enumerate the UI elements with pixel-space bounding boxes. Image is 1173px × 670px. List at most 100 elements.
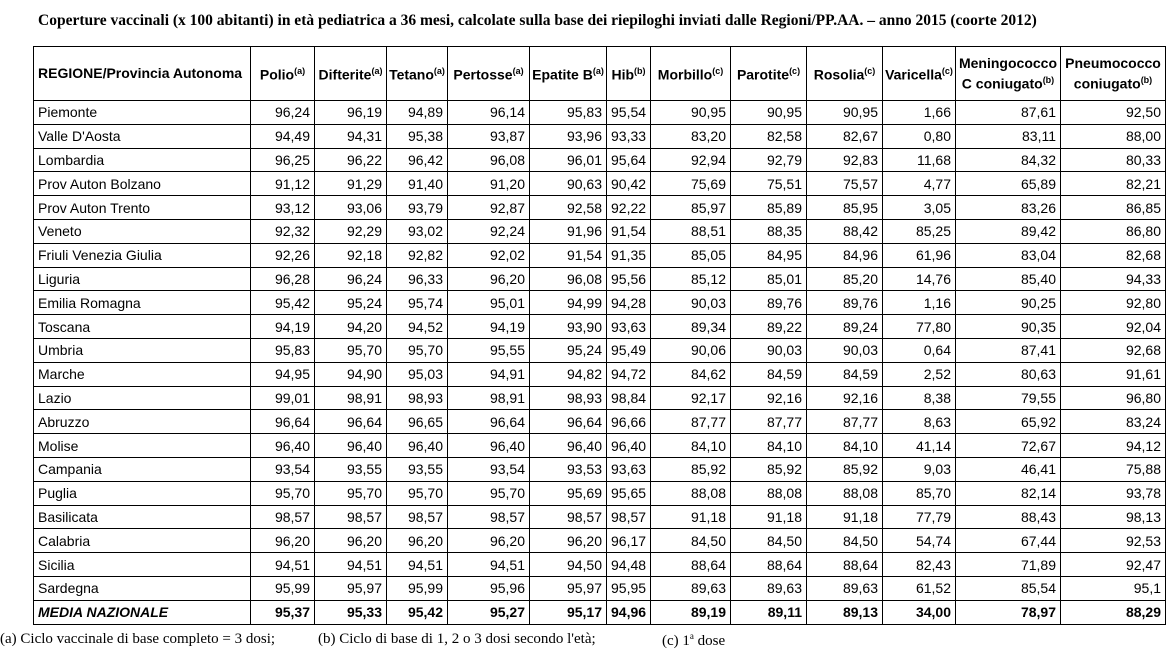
coverage-value: 98,57 bbox=[386, 504, 448, 530]
coverage-value: 85,92 bbox=[730, 456, 807, 482]
coverage-value: 91,54 bbox=[529, 242, 607, 268]
coverage-value: 8,63 bbox=[882, 409, 956, 435]
coverage-value: 92,87 bbox=[447, 195, 530, 220]
coverage-value: 94,51 bbox=[314, 552, 387, 577]
coverage-value: 92,26 bbox=[250, 242, 315, 268]
coverage-value: 94,91 bbox=[447, 361, 530, 387]
coverage-value: 86,80 bbox=[1060, 218, 1166, 244]
column-label: Parotite bbox=[736, 66, 790, 83]
coverage-value: 96,64 bbox=[529, 409, 607, 435]
coverage-value: 94,31 bbox=[314, 123, 387, 149]
column-header: Morbillo(c) bbox=[650, 46, 731, 101]
footnote-text: (b) Ciclo di base di 1, 2 o 3 dosi secon… bbox=[318, 631, 596, 647]
coverage-value: 9,03 bbox=[882, 456, 956, 482]
coverage-value: 92,94 bbox=[650, 147, 731, 173]
coverage-value: 94,99 bbox=[529, 290, 607, 316]
coverage-value: 92,83 bbox=[806, 147, 883, 173]
coverage-value: 96,20 bbox=[250, 528, 315, 554]
coverage-value: 4,77 bbox=[882, 171, 956, 197]
average-label: MEDIA NAZIONALE bbox=[33, 599, 251, 625]
coverage-value: 94,19 bbox=[250, 314, 315, 339]
table-row: Calabria 96,20 96,20 96,20 96,20 96,20 96,17 84… bbox=[33, 528, 1166, 554]
coverage-value: 85,40 bbox=[955, 266, 1061, 292]
column-label: Meningococco C coniugato bbox=[958, 54, 1057, 92]
coverage-value: 95,55 bbox=[447, 337, 530, 363]
region-name: Calabria bbox=[33, 528, 251, 554]
header-row: REGIONE/Provincia Autonoma Polio(a) Difter… bbox=[33, 46, 1166, 101]
coverage-value: 61,52 bbox=[882, 575, 956, 601]
coverage-value: 75,69 bbox=[650, 171, 731, 197]
coverage-value: 96,65 bbox=[386, 409, 448, 435]
coverage-value: 92,47 bbox=[1060, 552, 1166, 577]
coverage-value: 91,96 bbox=[529, 218, 607, 244]
coverage-value: 92,79 bbox=[730, 147, 807, 173]
table-row: Campania 93,54 93,55 93,55 93,54 93,53 93,63 85… bbox=[33, 456, 1166, 482]
region-name: Liguria bbox=[33, 266, 251, 292]
table-row: Sardegna 95,99 95,97 95,99 95,96 95,97 95,95 89… bbox=[33, 575, 1166, 601]
coverage-value: 95,54 bbox=[606, 100, 651, 125]
coverage-value: 84,95 bbox=[730, 242, 807, 268]
coverage-value: 90,95 bbox=[650, 100, 731, 125]
table-row: Friuli Venezia Giulia 92,26 92,18 92,82 92,0… bbox=[33, 242, 1166, 268]
coverage-value: 92,16 bbox=[730, 385, 807, 411]
coverage-value: 93,12 bbox=[250, 195, 315, 220]
region-name: Basilicata bbox=[33, 504, 251, 530]
column-label: Pertosse bbox=[453, 66, 513, 83]
column-label: Rosolia bbox=[813, 66, 865, 83]
column-header: Pertosse(a) bbox=[447, 46, 530, 101]
coverage-value: 98,91 bbox=[447, 385, 530, 411]
region-name: Sardegna bbox=[33, 575, 251, 601]
table-row: Valle D'Aosta 94,49 94,31 95,38 93,87 93,96 93… bbox=[33, 123, 1166, 149]
coverage-value: 89,34 bbox=[650, 314, 731, 339]
average-value: 95,33 bbox=[314, 599, 387, 625]
coverage-value: 87,77 bbox=[650, 409, 731, 435]
coverage-value: 96,80 bbox=[1060, 385, 1166, 411]
coverage-value: 82,58 bbox=[730, 123, 807, 149]
coverage-value: 41,14 bbox=[882, 433, 956, 458]
average-value: 89,13 bbox=[806, 599, 883, 625]
coverage-value: 83,11 bbox=[955, 123, 1061, 149]
region-name: Prov Auton Trento bbox=[33, 195, 251, 220]
coverage-value: 94,90 bbox=[314, 361, 387, 387]
footnote: (c) 1a dose bbox=[662, 631, 725, 650]
table-row: Basilicata 98,57 98,57 98,57 98,57 98,57 98,57… bbox=[33, 504, 1166, 530]
coverage-value: 95,70 bbox=[447, 480, 530, 506]
coverage-value: 80,33 bbox=[1060, 147, 1166, 173]
table-row: Lombardia 96,25 96,22 96,42 96,08 96,01 95,64 9… bbox=[33, 147, 1166, 173]
coverage-value: 95,64 bbox=[606, 147, 651, 173]
coverage-value: 83,26 bbox=[955, 195, 1061, 220]
column-header: Varicella(c) bbox=[882, 46, 956, 101]
coverage-value: 98,57 bbox=[529, 504, 607, 530]
coverage-value: 84,50 bbox=[730, 528, 807, 554]
coverage-value: 96,17 bbox=[606, 528, 651, 554]
coverage-value: 95,99 bbox=[250, 575, 315, 601]
table-row: Marche 94,95 94,90 95,03 94,91 94,82 94,72 84,6… bbox=[33, 361, 1166, 387]
coverage-value: 46,41 bbox=[955, 456, 1061, 482]
coverage-value: 98,84 bbox=[606, 385, 651, 411]
region-name: Friuli Venezia Giulia bbox=[33, 242, 251, 268]
coverage-value: 95,96 bbox=[447, 575, 530, 601]
coverage-value: 82,67 bbox=[806, 123, 883, 149]
coverage-value: 96,24 bbox=[250, 100, 315, 125]
coverage-value: 96,01 bbox=[529, 147, 607, 173]
coverage-value: 96,40 bbox=[447, 433, 530, 458]
coverage-value: 94,28 bbox=[606, 290, 651, 316]
coverage-value: 94,20 bbox=[314, 314, 387, 339]
table-row: Abruzzo 96,64 96,64 96,65 96,64 96,64 96,66 87,… bbox=[33, 409, 1166, 435]
column-note: (c) bbox=[789, 66, 801, 77]
coverage-value: 83,24 bbox=[1060, 409, 1166, 435]
coverage-value: 95,70 bbox=[314, 337, 387, 363]
coverage-value: 91,20 bbox=[447, 171, 530, 197]
coverage-value: 90,95 bbox=[730, 100, 807, 125]
region-name: Abruzzo bbox=[33, 409, 251, 435]
coverage-value: 88,08 bbox=[806, 480, 883, 506]
coverage-value: 77,79 bbox=[882, 504, 956, 530]
coverage-value: 98,91 bbox=[314, 385, 387, 411]
average-value: 95,27 bbox=[447, 599, 530, 625]
coverage-value: 96,64 bbox=[250, 409, 315, 435]
coverage-value: 65,92 bbox=[955, 409, 1061, 435]
coverage-value: 96,20 bbox=[386, 528, 448, 554]
coverage-value: 89,24 bbox=[806, 314, 883, 339]
table-row: Umbria 95,83 95,70 95,70 95,55 95,24 95,49 90,0… bbox=[33, 337, 1166, 363]
column-label: Morbillo bbox=[657, 66, 713, 83]
